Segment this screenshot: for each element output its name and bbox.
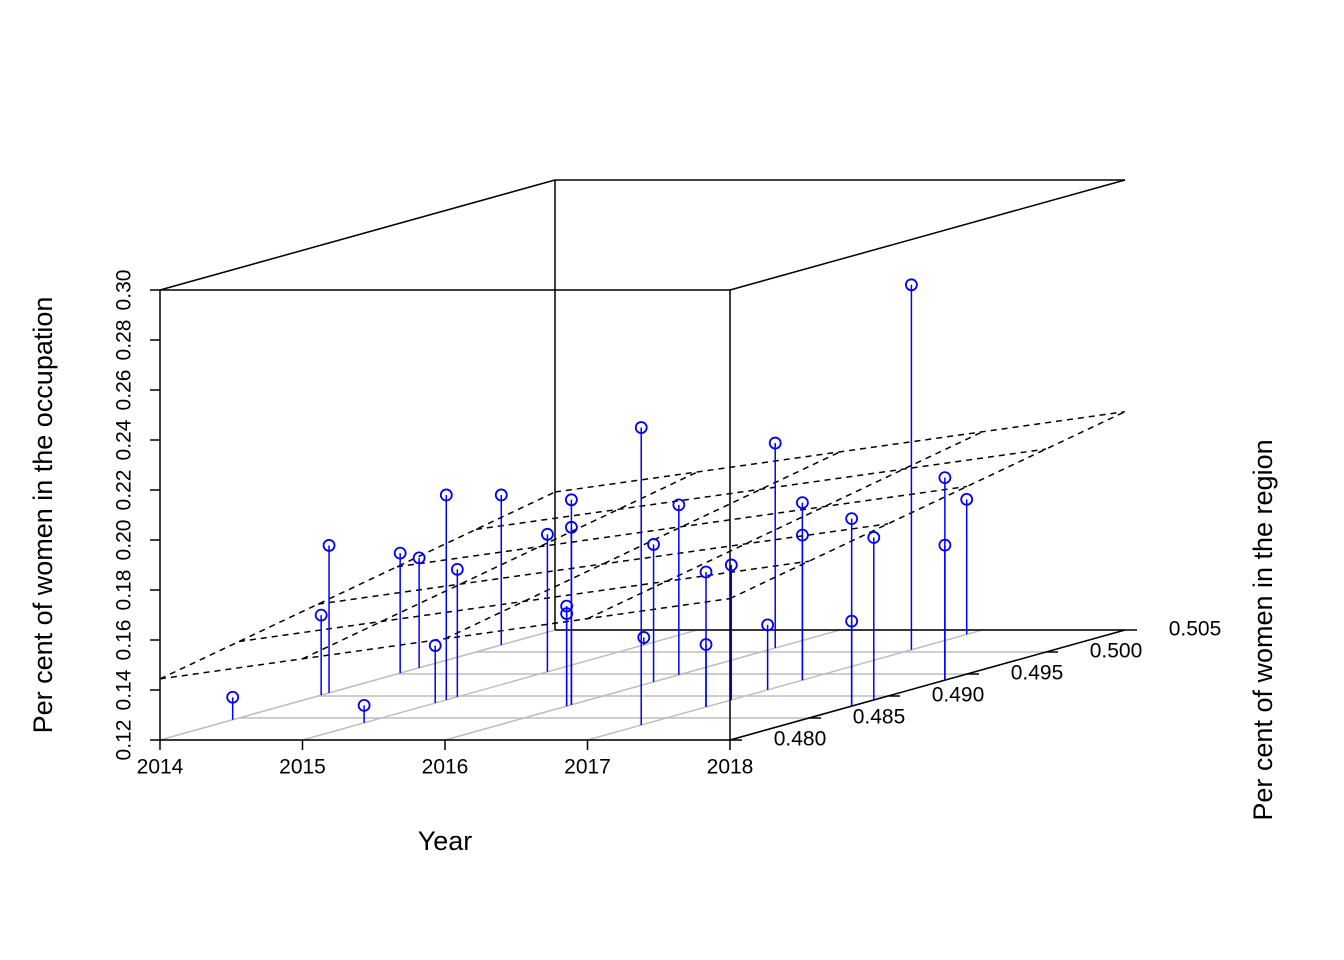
regression-plane xyxy=(729,411,1126,600)
z-tick-label: 0.22 xyxy=(113,470,136,511)
y-tick-label: 0.490 xyxy=(932,684,985,707)
point xyxy=(565,493,578,507)
point xyxy=(450,562,464,576)
z-tick-label: 0.12 xyxy=(113,720,136,761)
point xyxy=(724,558,738,572)
grid-line xyxy=(159,629,556,741)
x-tick-label: 2014 xyxy=(137,756,184,779)
point xyxy=(494,488,508,502)
point xyxy=(761,618,775,632)
regression-plane xyxy=(554,410,1126,493)
point xyxy=(634,421,648,434)
point xyxy=(393,546,407,560)
regression-plane xyxy=(302,471,698,660)
z-tick-label: 0.28 xyxy=(113,320,136,361)
z-tick-label: 0.20 xyxy=(113,520,136,561)
point xyxy=(637,631,651,644)
grid-line xyxy=(302,629,698,741)
grid-line xyxy=(444,629,841,741)
z-tick-label: 0.18 xyxy=(113,570,136,611)
x-axis-title: Year xyxy=(418,826,473,856)
point xyxy=(647,538,660,551)
regression-plane xyxy=(159,597,731,680)
regression-plane xyxy=(159,491,556,680)
point xyxy=(845,512,859,526)
point xyxy=(541,527,554,541)
z-axis-title: Per cent of women in the occupation xyxy=(28,297,58,734)
z-tick-label: 0.30 xyxy=(113,270,136,311)
x-tick-label: 2015 xyxy=(279,756,326,779)
point xyxy=(357,698,371,712)
regression-plane xyxy=(317,523,889,605)
box-edge xyxy=(729,629,1126,741)
y-tick-label: 0.480 xyxy=(774,728,827,751)
grid-line xyxy=(587,629,983,741)
x-tick-label: 2016 xyxy=(422,756,469,779)
z-tick-label: 0.14 xyxy=(113,669,136,710)
point xyxy=(428,639,442,652)
point xyxy=(565,520,578,534)
y-tick-label: 0.505 xyxy=(1169,618,1222,641)
regression-plane xyxy=(396,485,968,568)
point xyxy=(439,488,453,502)
point xyxy=(412,551,426,565)
box-edge xyxy=(159,179,556,291)
regression-plane xyxy=(444,451,841,640)
point xyxy=(672,498,686,512)
x-tick-label: 2017 xyxy=(564,756,611,779)
point xyxy=(867,531,881,544)
point xyxy=(314,608,328,622)
point xyxy=(560,599,574,613)
y-tick-label: 0.485 xyxy=(853,706,906,729)
point xyxy=(938,471,952,485)
box-edge xyxy=(729,179,1126,291)
z-tick-label: 0.16 xyxy=(113,620,136,661)
y-tick-label: 0.495 xyxy=(1011,662,1064,685)
point xyxy=(699,565,713,579)
point xyxy=(905,278,918,292)
regression-plane xyxy=(587,431,983,620)
point xyxy=(960,492,974,506)
point xyxy=(768,436,782,450)
y-axis-title: Per cent of women in the region xyxy=(1248,439,1278,820)
y-tick-label: 0.500 xyxy=(1090,640,1143,663)
point xyxy=(795,496,809,510)
z-tick-label: 0.26 xyxy=(113,370,136,411)
point xyxy=(322,539,336,552)
regression-plane xyxy=(475,448,1047,531)
regression-plane xyxy=(238,560,810,643)
point xyxy=(226,690,240,704)
z-tick-label: 0.24 xyxy=(113,419,136,460)
x-tick-label: 2018 xyxy=(707,756,754,779)
